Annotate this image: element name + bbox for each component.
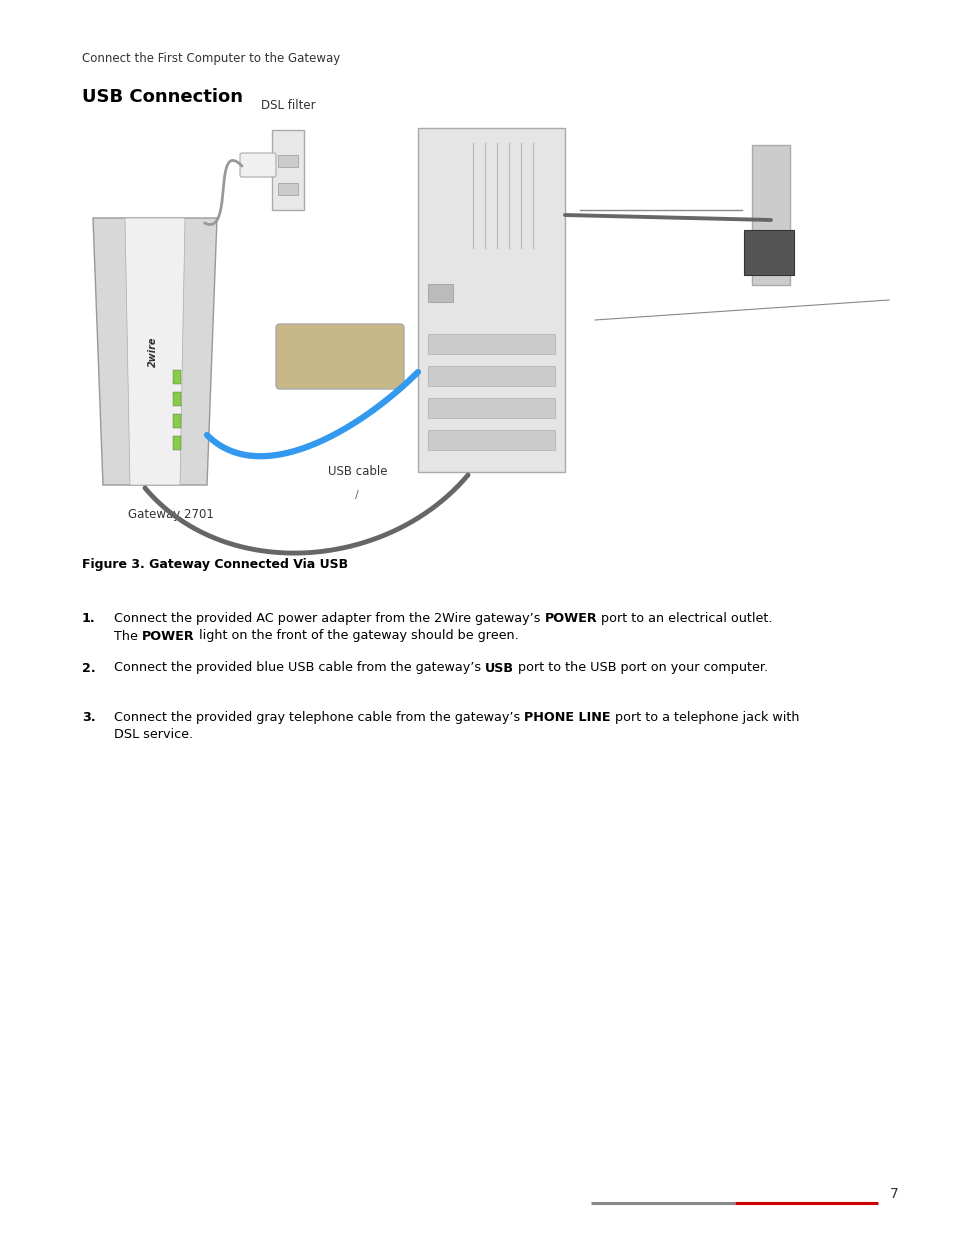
Bar [428, 366, 555, 387]
Text: 2wire: 2wire [148, 336, 158, 367]
Bar [428, 430, 555, 450]
Text: 2.: 2. [82, 662, 95, 674]
Text: POWER: POWER [142, 630, 194, 642]
Bar [172, 370, 181, 384]
Bar [751, 144, 789, 285]
Text: /: / [355, 490, 358, 500]
Bar [743, 230, 793, 275]
Bar [272, 130, 304, 210]
Text: USB: USB [485, 662, 514, 674]
Text: The: The [113, 630, 142, 642]
FancyBboxPatch shape [275, 324, 403, 389]
Text: Connect the First Computer to the Gateway: Connect the First Computer to the Gatewa… [82, 52, 340, 65]
Text: Figure 3. Gateway Connected Via USB: Figure 3. Gateway Connected Via USB [82, 558, 348, 571]
Text: 1.: 1. [82, 613, 95, 625]
FancyBboxPatch shape [240, 153, 275, 177]
Text: port to an electrical outlet.: port to an electrical outlet. [597, 613, 772, 625]
Text: Connect the provided blue USB cable from the gateway’s: Connect the provided blue USB cable from… [113, 662, 485, 674]
Text: light on the front of the gateway should be green.: light on the front of the gateway should… [194, 630, 517, 642]
Bar [417, 128, 564, 472]
Bar [277, 156, 297, 167]
Text: Connect the provided gray telephone cable from the gateway’s: Connect the provided gray telephone cabl… [113, 711, 524, 724]
Bar [172, 414, 181, 429]
Text: Connect the provided AC power adapter from the 2Wire gateway’s: Connect the provided AC power adapter fr… [113, 613, 544, 625]
Text: port to a telephone jack with: port to a telephone jack with [610, 711, 799, 724]
Text: 7: 7 [889, 1187, 898, 1200]
Text: port to the USB port on your computer.: port to the USB port on your computer. [514, 662, 767, 674]
Polygon shape [125, 219, 185, 485]
Bar [428, 333, 555, 354]
Bar [428, 398, 555, 417]
Text: 3.: 3. [82, 711, 95, 724]
Bar [172, 391, 181, 406]
Text: Gateway 2701: Gateway 2701 [128, 508, 213, 521]
Text: USB cable: USB cable [328, 466, 387, 478]
Text: DSL service.: DSL service. [113, 729, 193, 741]
Polygon shape [92, 219, 216, 485]
Bar [172, 436, 181, 450]
Text: PHONE LINE: PHONE LINE [524, 711, 610, 724]
Text: USB Connection: USB Connection [82, 88, 243, 106]
Text: DSL filter: DSL filter [260, 99, 315, 112]
Bar [428, 284, 453, 303]
Bar [277, 183, 297, 195]
Text: POWER: POWER [544, 613, 597, 625]
